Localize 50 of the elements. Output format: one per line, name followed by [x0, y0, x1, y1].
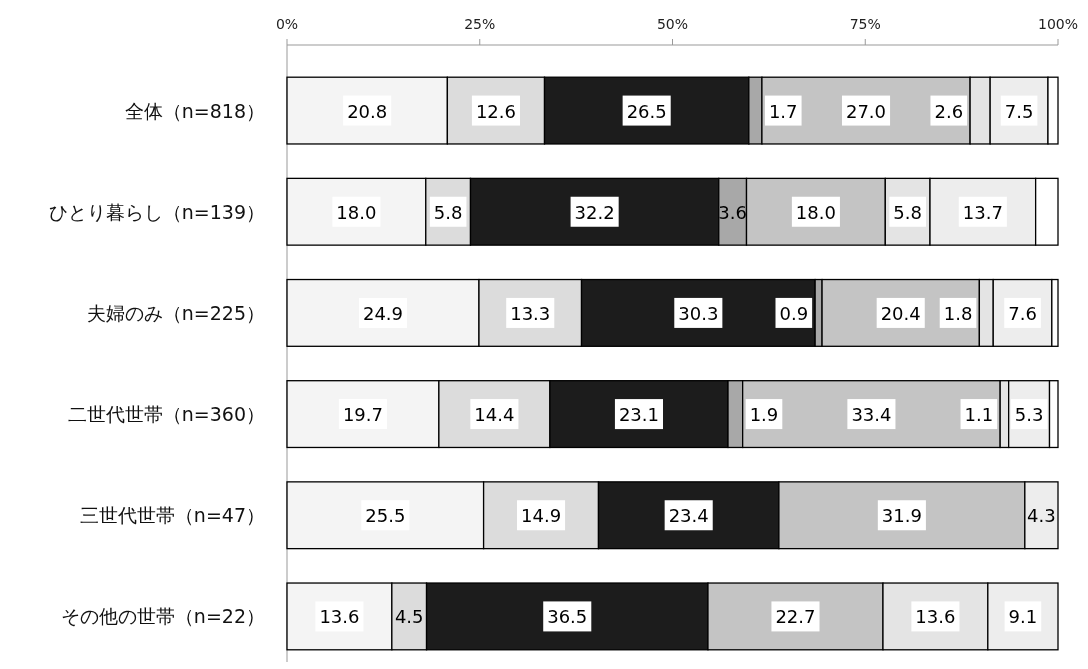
x-tick-label: 0%: [275, 16, 299, 32]
y-tick-label: ひとり暮らし（n=139）: [48, 200, 265, 223]
data-label: 1.8: [943, 302, 973, 324]
data-label: 4.5: [394, 606, 424, 628]
data-label: 2.6: [934, 100, 964, 122]
data-label: 4.3: [1027, 505, 1056, 527]
y-tick-label: 二世代世帯（n=360）: [67, 403, 265, 426]
y-tick-label: 夫婦のみ（n=225）: [86, 301, 265, 324]
data-label: 18.0: [795, 201, 836, 223]
data-label: 13.7: [962, 201, 1003, 223]
data-label: 18.0: [336, 201, 377, 223]
data-label: 27.0: [845, 100, 887, 122]
data-label: 24.9: [362, 302, 404, 324]
data-label: 25.5: [365, 505, 406, 527]
data-label: 7.6: [1008, 302, 1037, 324]
data-label: 33.4: [851, 404, 892, 426]
data-label: 3.6: [718, 201, 747, 223]
data-label: 1.7: [768, 100, 798, 122]
data-label: 13.6: [319, 606, 360, 628]
data-label: 5.3: [1014, 404, 1044, 426]
data-label: 9.1: [1008, 606, 1038, 628]
data-label: 30.3: [678, 302, 719, 324]
data-label: 14.4: [474, 404, 515, 426]
data-label: 0.9: [779, 302, 809, 324]
x-tick-label: 75%: [849, 16, 881, 32]
x-tick-label: 100%: [1037, 16, 1079, 32]
y-tick-label: 全体（n=818）: [124, 99, 265, 122]
data-label: 1.9: [749, 404, 779, 426]
data-label: 20.4: [880, 302, 921, 324]
data-label: 1.1: [964, 404, 994, 426]
data-label: 7.5: [1004, 100, 1034, 122]
data-label: 20.8: [347, 100, 388, 122]
data-label: 36.5: [547, 606, 588, 628]
data-label: 31.9: [881, 505, 922, 527]
y-tick-label: 三世代世帯（n=47）: [79, 504, 265, 527]
data-label: 32.2: [574, 201, 615, 223]
data-label: 14.9: [521, 505, 562, 527]
data-label: 5.8: [893, 201, 922, 223]
x-tick-label: 25%: [464, 16, 496, 32]
y-tick-label: その他の世帯（n=22）: [60, 605, 265, 628]
data-label: 13.6: [915, 606, 956, 628]
data-label: 19.7: [342, 404, 383, 426]
data-label: 26.5: [626, 100, 667, 122]
x-tick-label: 50%: [656, 16, 689, 32]
data-label: 23.4: [668, 505, 709, 527]
data-label: 22.7: [775, 606, 816, 628]
data-label: 5.8: [433, 201, 463, 223]
data-label: 23.1: [618, 404, 659, 426]
data-label: 13.3: [510, 302, 551, 324]
data-label: 12.6: [475, 100, 516, 122]
